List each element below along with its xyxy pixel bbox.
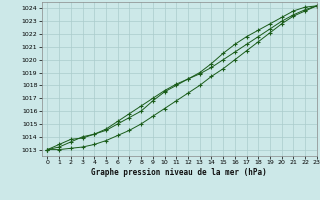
- X-axis label: Graphe pression niveau de la mer (hPa): Graphe pression niveau de la mer (hPa): [91, 168, 267, 177]
